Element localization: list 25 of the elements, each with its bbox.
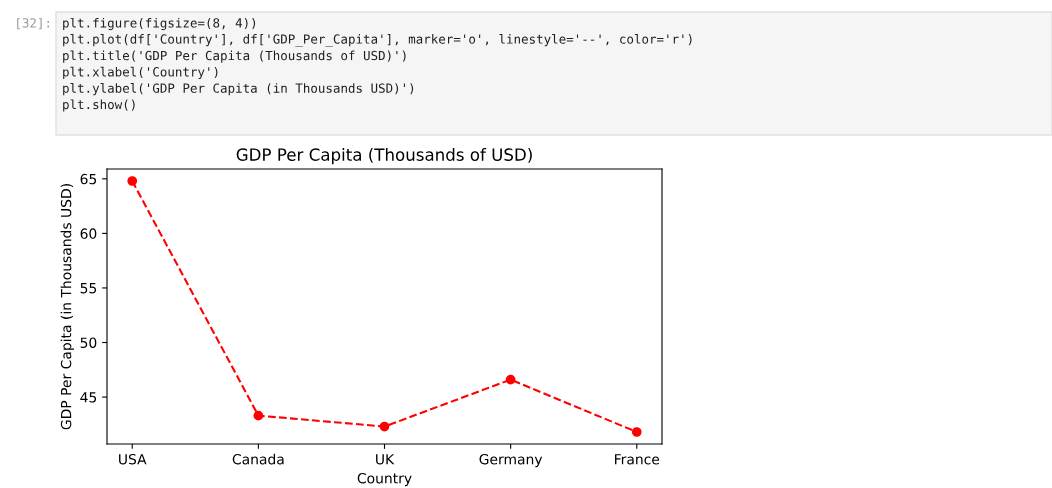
point [631,427,642,437]
text: plt.plot(df['Country'], df['GDP_Per_Capita'], marker='o', linestyle='--', color='r') [63,34,692,47]
y-axis-title: GDP Per Capita (in Thousands USD) [60,184,75,430]
x-tick-label: USA [119,453,147,465]
x-tick-label: France [615,454,660,465]
x-tick-label: Germany [479,453,543,468]
y-tick-label: 55 [80,283,97,294]
text: plt.show() [63,99,135,112]
point [127,176,138,186]
text: plt.figure(figsize=(8, 4)) [63,17,256,31]
x-tick-label: UK [376,454,395,465]
point [253,410,264,421]
y-tick-label: 45 [80,392,97,403]
point [379,421,390,432]
text: [32]: [17,17,49,30]
y-tick-label: 60 [80,228,97,239]
chart-title: GDP Per Capita (Thousands of USD) [236,148,532,165]
text: plt.xlabel('Country') [63,66,218,79]
y-tick-label: 65 [80,173,97,185]
x-tick-label: Canada [232,453,284,465]
y-tick-label: 50 [80,337,97,348]
text: plt.ylabel('GDP Per Capita (in Thousands USD)') [63,83,414,96]
x-axis-title: Country [357,472,412,487]
point [505,374,516,385]
text: plt.title('GDP Per Capita (Thousands of USD)') [63,50,406,63]
